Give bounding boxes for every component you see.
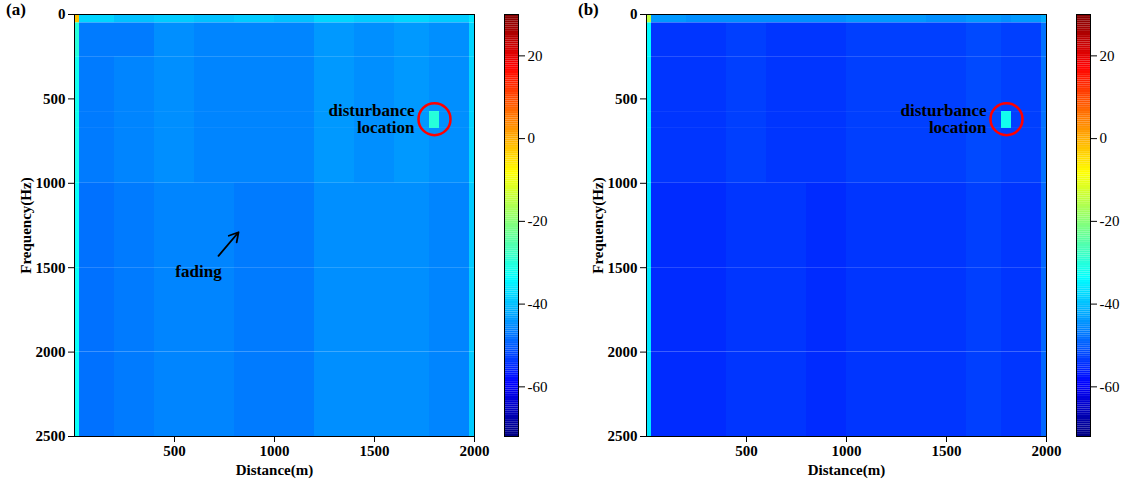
svg-text:-60: -60 <box>528 379 548 395</box>
svg-text:Frequency(Hz): Frequency(Hz) <box>590 177 607 273</box>
svg-text:disturbancelocation: disturbancelocation <box>901 101 988 137</box>
svg-text:-40: -40 <box>1100 296 1120 312</box>
svg-text:1000: 1000 <box>36 175 66 191</box>
svg-text:fading: fading <box>175 262 222 281</box>
html-text:(a): (a) <box>6 0 26 19</box>
svg-text:1500: 1500 <box>36 260 66 276</box>
svg-text:500: 500 <box>735 443 758 459</box>
svg-text:disturbancelocation: disturbancelocation <box>329 101 416 137</box>
svg-text:2000: 2000 <box>1032 443 1062 459</box>
svg-text:1000: 1000 <box>608 175 638 191</box>
svg-text:Frequency(Hz): Frequency(Hz) <box>18 177 35 273</box>
svg-text:2000: 2000 <box>608 344 638 360</box>
svg-text:500: 500 <box>163 443 186 459</box>
svg-text:0: 0 <box>1100 130 1108 146</box>
svg-text:1500: 1500 <box>932 443 962 459</box>
svg-text:0: 0 <box>58 6 66 22</box>
svg-text:1000: 1000 <box>832 443 862 459</box>
svg-text:-20: -20 <box>1100 213 1120 229</box>
svg-text:1000: 1000 <box>260 443 290 459</box>
svg-text:-20: -20 <box>528 213 548 229</box>
svg-text:2500: 2500 <box>608 428 638 444</box>
svg-text:-60: -60 <box>1100 379 1120 395</box>
svg-text:20: 20 <box>1100 48 1115 64</box>
svg-text:500: 500 <box>43 91 66 107</box>
svg-text:20: 20 <box>528 48 543 64</box>
svg-text:2000: 2000 <box>460 443 490 459</box>
svg-text:0: 0 <box>528 130 536 146</box>
svg-text:2500: 2500 <box>36 428 66 444</box>
svg-text:Distance(m): Distance(m) <box>236 462 313 479</box>
svg-text:Distance(m): Distance(m) <box>808 462 885 479</box>
svg-text:-40: -40 <box>528 296 548 312</box>
html-text:(b): (b) <box>578 0 599 19</box>
svg-text:500: 500 <box>615 91 638 107</box>
svg-text:0: 0 <box>630 6 638 22</box>
svg-text:1500: 1500 <box>608 260 638 276</box>
svg-text:2000: 2000 <box>36 344 66 360</box>
svg-text:1500: 1500 <box>360 443 390 459</box>
